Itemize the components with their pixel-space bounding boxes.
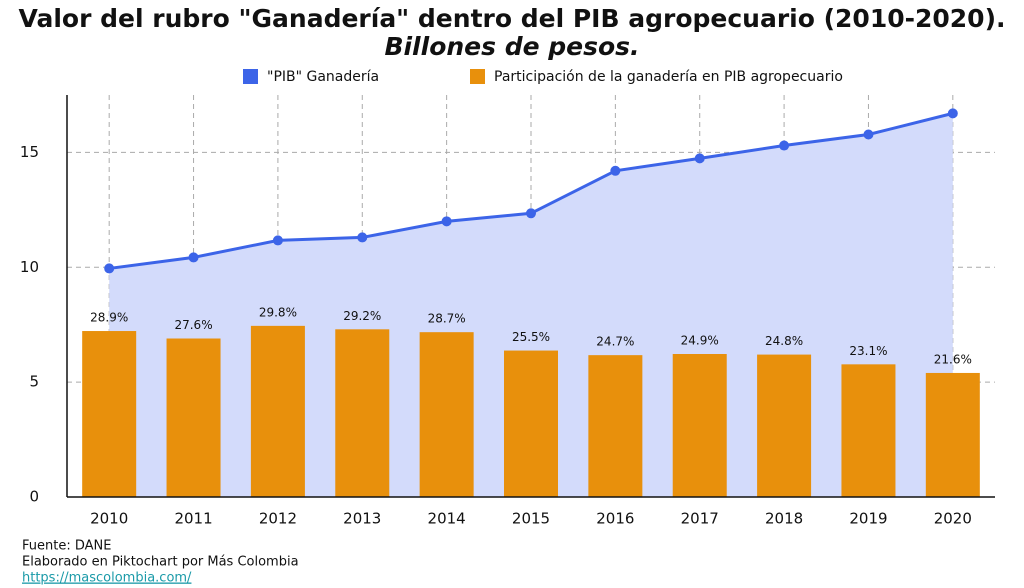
- area-fill: [109, 113, 953, 498]
- point: [694, 153, 705, 164]
- x-tick-label: 2014: [428, 510, 466, 528]
- value-label: 24.9%: [681, 334, 719, 348]
- point: [947, 108, 958, 119]
- bar: [588, 355, 643, 497]
- plot-area: "PIB" Ganadería Participación de la ganad…: [20, 69, 995, 528]
- point: [526, 208, 536, 219]
- point: [610, 165, 621, 176]
- value-label: 28.7%: [428, 312, 466, 326]
- x-tick-label: 2020: [934, 510, 972, 528]
- link[interactable]: https://mascolombia.com/: [22, 571, 192, 586]
- bar: [419, 332, 474, 497]
- point: [779, 140, 790, 151]
- value-label: 21.6%: [934, 352, 972, 366]
- value-label: 29.2%: [343, 309, 381, 323]
- point: [188, 252, 199, 263]
- value-label: 25.5%: [512, 330, 550, 344]
- y-tick-label: 15: [20, 143, 39, 161]
- value-label: 29.8%: [259, 305, 297, 319]
- source: Fuente: DANE: [22, 539, 111, 554]
- bar: [757, 354, 812, 497]
- value-label: 28.9%: [90, 311, 128, 325]
- y-tick-label: 10: [20, 258, 39, 276]
- chart-subtitle: Billones de pesos.: [384, 32, 639, 61]
- x-tick-label: 2019: [849, 510, 887, 528]
- bar: [335, 329, 390, 497]
- x-tick-label: 2015: [512, 510, 550, 528]
- point: [441, 216, 452, 227]
- legend-swatch: [470, 69, 485, 84]
- value-label: 24.8%: [765, 334, 803, 348]
- bar: [504, 350, 558, 497]
- chart-title: Valor del rubro "Ganadería" dentro del P…: [19, 4, 1006, 33]
- point: [272, 235, 283, 246]
- point: [863, 129, 874, 140]
- x-tick-label: 2017: [681, 510, 719, 528]
- x-tick-label: 2016: [596, 510, 634, 528]
- x-tick-label: 2013: [343, 510, 381, 528]
- bar: [925, 372, 980, 497]
- legend-swatch: [243, 69, 258, 84]
- credit: Elaborado en Piktochart por Más Colombia: [22, 555, 299, 570]
- x-tick-label: 2018: [765, 510, 803, 528]
- value-label: 23.1%: [849, 344, 887, 358]
- bar: [82, 331, 137, 497]
- point: [104, 263, 115, 274]
- bar: [166, 338, 221, 497]
- point: [357, 232, 368, 243]
- x-tick-label: 2012: [259, 510, 297, 528]
- y-tick-label: 5: [29, 373, 39, 391]
- legend-label: Participación de la ganadería en PIB agr…: [494, 69, 843, 85]
- value-label: 27.6%: [174, 318, 212, 332]
- bar: [672, 354, 727, 497]
- y-tick-label: 0: [29, 488, 39, 506]
- legend-label: "PIB" Ganadería: [267, 69, 379, 85]
- x-tick-label: 2010: [90, 510, 128, 528]
- x-tick-label: 2011: [174, 510, 212, 528]
- bar: [250, 325, 305, 497]
- value-label: 24.7%: [596, 335, 634, 349]
- bar: [841, 364, 896, 497]
